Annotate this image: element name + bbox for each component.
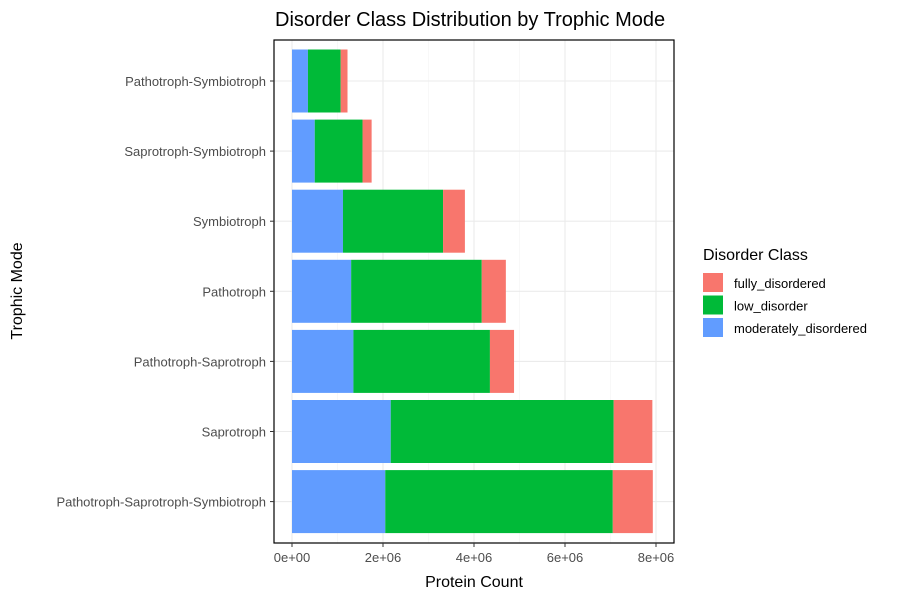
y-tick-label: Pathotroph [202,284,266,299]
x-tick-label: 8e+06 [638,550,675,565]
legend-label: low_disorder [734,299,808,314]
bar-low_disorder [353,329,490,393]
bar-low_disorder [314,119,363,183]
bar-moderately_disordered [292,189,343,253]
x-axis: 0e+00 2e+06 4e+06 6e+06 8e+06 [274,543,675,565]
legend-swatch [703,318,723,337]
legend-swatch [703,295,723,315]
bar-fully_disordered [362,119,372,183]
x-tick-label: 2e+06 [365,550,402,565]
bar-moderately_disordered [292,470,386,534]
y-axis: Pathotroph-Symbiotroph Saprotroph-Symbiot… [56,74,274,510]
bar-fully_disordered [443,189,465,253]
bar-low_disorder [351,259,482,323]
x-tick-label: 6e+06 [547,550,584,565]
bar-moderately_disordered [292,259,352,323]
bar-moderately_disordered [292,329,354,393]
bar-fully_disordered [612,470,653,534]
bar-low_disorder [390,400,614,463]
x-tick-label: 0e+00 [274,550,311,565]
y-tick-label: Pathotroph-Saprotroph [134,354,266,369]
legend-label: fully_disordered [734,276,826,291]
y-tick-label: Saprotroph [202,425,266,440]
bar-fully_disordered [613,400,653,463]
bar-low_disorder [385,470,613,534]
legend-title: Disorder Class [703,247,808,264]
bar-moderately_disordered [292,49,308,113]
bar-fully_disordered [340,49,348,113]
y-axis-title: Trophic Mode [9,242,26,339]
bar-fully_disordered [489,329,515,393]
bar-low_disorder [342,189,444,253]
bar-fully_disordered [481,259,506,323]
chart-title: Disorder Class Distribution by Trophic M… [275,9,665,31]
legend-label: moderately_disordered [734,321,867,336]
x-axis-title: Protein Count [425,574,523,591]
bar-moderately_disordered [292,119,315,183]
bar-low_disorder [307,49,341,113]
y-tick-label: Pathotroph-Symbiotroph [125,74,266,89]
legend: Disorder Class fully_disordered low_disor… [703,247,867,337]
x-tick-label: 4e+06 [456,550,493,565]
bars [292,49,653,534]
y-tick-label: Pathotroph-Saprotroph-Symbiotroph [56,495,266,510]
y-tick-label: Saprotroph-Symbiotroph [124,144,266,159]
bar-moderately_disordered [292,400,391,463]
legend-swatch [703,273,723,292]
y-tick-label: Symbiotroph [193,214,266,229]
